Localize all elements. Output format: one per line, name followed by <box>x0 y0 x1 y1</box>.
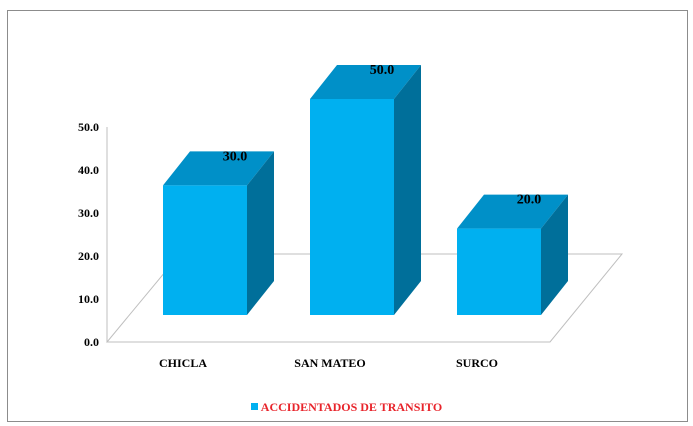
bar-side-face <box>247 151 274 315</box>
legend: ACCIDENTADOS DE TRANSITO <box>0 400 693 415</box>
y-tick-label: 30.0 <box>78 206 99 220</box>
y-axis: 0.0 10.0 20.0 30.0 40.0 50.0 <box>78 120 108 349</box>
bar-side-face <box>394 65 421 315</box>
floor-plane <box>105 253 624 343</box>
bar-top-face <box>163 151 274 186</box>
x-category-label: SURCO <box>456 356 498 370</box>
bar-san-mateo <box>310 65 421 315</box>
y-tick-label: 40.0 <box>78 163 99 177</box>
bar-front-face <box>310 99 394 315</box>
bar-surco <box>457 194 568 315</box>
x-category-label: SAN MATEO <box>294 356 365 370</box>
chart-floor <box>105 253 624 343</box>
bar-top-face <box>457 194 568 229</box>
y-tick-label: 0.0 <box>84 335 99 349</box>
labels: 30.0 CHICLA 50.0 SAN MATEO 20.0 SURCO <box>159 63 541 370</box>
y-tick-label: 10.0 <box>78 292 99 306</box>
bar-chicla <box>163 151 274 315</box>
bar-value-label: 20.0 <box>517 193 542 208</box>
bar-top-face <box>310 65 421 99</box>
legend-label: ACCIDENTADOS DE TRANSITO <box>260 400 443 414</box>
bar-front-face <box>457 228 541 315</box>
bars <box>163 65 568 315</box>
bar-front-face <box>163 185 247 315</box>
y-tick-label: 50.0 <box>78 120 99 134</box>
legend-swatch <box>250 403 258 410</box>
x-category-label: CHICLA <box>159 356 207 370</box>
y-tick-label: 20.0 <box>78 249 99 263</box>
bar-value-label: 50.0 <box>370 63 395 78</box>
bar-side-face <box>541 194 568 315</box>
bar-value-label: 30.0 <box>223 149 248 164</box>
